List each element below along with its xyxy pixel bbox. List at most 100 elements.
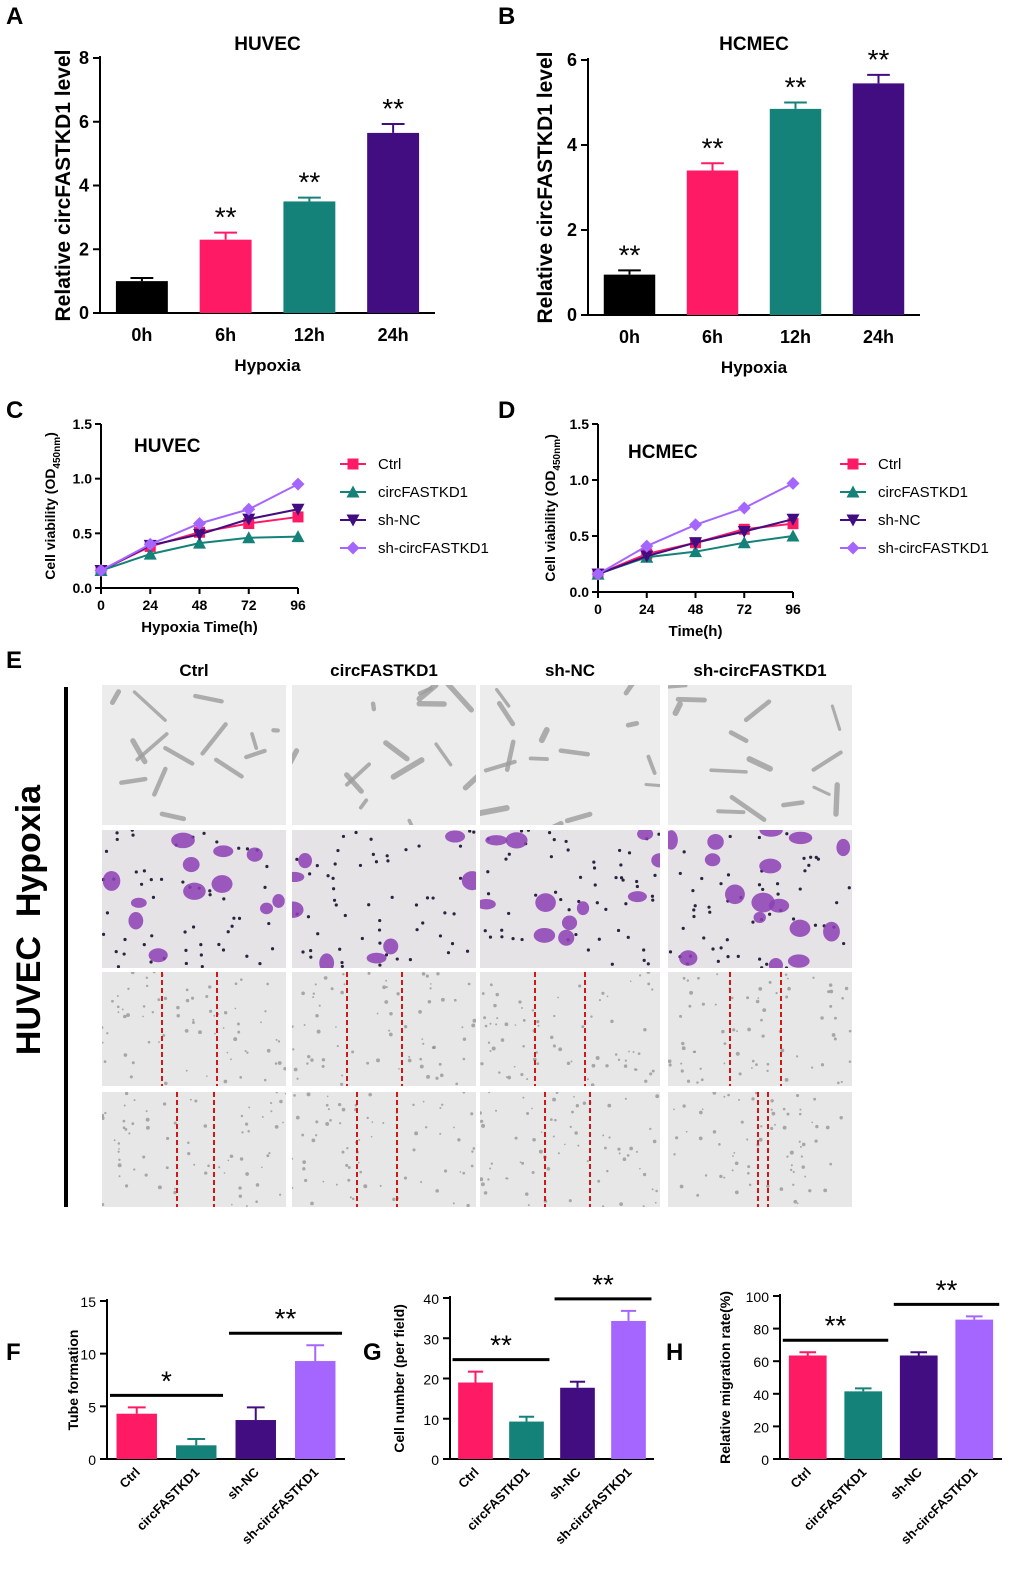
cell-speck xyxy=(751,1097,755,1101)
cell-speck xyxy=(185,988,189,992)
cell-speck xyxy=(766,1069,769,1073)
cell-speck xyxy=(214,1032,216,1035)
cell-speck xyxy=(642,1205,645,1207)
cell-speck xyxy=(440,1073,444,1078)
pore-dot xyxy=(384,953,389,957)
pore-dot xyxy=(315,864,319,868)
y-tick-label: 0.5 xyxy=(73,525,93,541)
pore-dot xyxy=(775,882,780,886)
pore-dot xyxy=(595,901,599,905)
pore-dot xyxy=(360,936,364,941)
pore-dot xyxy=(483,929,487,933)
cell-speck xyxy=(284,1092,286,1095)
cell-speck xyxy=(102,1041,104,1044)
cell-speck xyxy=(388,1032,393,1037)
cell-speck xyxy=(366,1061,370,1065)
cell-speck xyxy=(206,1075,208,1077)
pore-dot xyxy=(472,830,476,834)
cell-speck xyxy=(568,1199,572,1203)
image-background xyxy=(480,972,660,1086)
tube-network-strand xyxy=(370,701,377,712)
pore-dot xyxy=(358,863,363,868)
cell-speck xyxy=(673,1153,676,1156)
cell-speck xyxy=(686,979,690,982)
cell-speck xyxy=(484,1024,488,1028)
cell-speck xyxy=(261,1166,263,1169)
pore-dot xyxy=(642,948,646,952)
cell-speck xyxy=(466,1203,470,1207)
cell-speck xyxy=(586,1078,589,1081)
cell-speck xyxy=(205,995,209,999)
cell-speck xyxy=(422,1100,425,1103)
x-tick-label: 48 xyxy=(192,597,208,613)
tube-network-strand xyxy=(480,805,510,817)
pore-dot xyxy=(642,958,646,963)
cell-speck xyxy=(266,982,269,986)
pore-dot xyxy=(378,941,382,945)
cell-speck xyxy=(820,1063,825,1067)
comparison-label: ** xyxy=(490,1330,512,1361)
cell-speck xyxy=(157,1185,162,1190)
cell-speck xyxy=(315,1120,319,1124)
category-label: 12h xyxy=(780,327,811,347)
pore-dot xyxy=(258,962,262,966)
cell-speck xyxy=(461,1026,464,1029)
pore-dot xyxy=(798,887,802,891)
cell-speck xyxy=(426,1074,431,1079)
cell-speck xyxy=(312,996,315,999)
cell-speck xyxy=(279,1099,283,1104)
cell-speck xyxy=(424,1126,428,1129)
cell-speck xyxy=(357,1161,360,1164)
cell-speck xyxy=(531,1107,533,1110)
cell-speck xyxy=(552,1135,555,1138)
cell-speck xyxy=(124,1128,128,1131)
cell-speck xyxy=(147,1040,151,1044)
category-label: sh-NC xyxy=(887,1464,925,1502)
pore-dot xyxy=(159,877,164,881)
cell-speck xyxy=(123,1104,126,1107)
pore-dot xyxy=(199,953,203,957)
cell-speck xyxy=(714,1003,717,1006)
cell-speck xyxy=(122,1119,126,1123)
cell-speck xyxy=(255,1200,258,1203)
tube-network-strand xyxy=(672,701,683,716)
pore-dot xyxy=(716,959,720,963)
cell-speck xyxy=(176,1005,180,1010)
cell-speck xyxy=(234,1007,237,1010)
cell-speck xyxy=(306,1092,311,1097)
cell-speck xyxy=(310,1201,314,1206)
cell-speck xyxy=(784,1078,789,1082)
column-header: Ctrl xyxy=(179,661,209,680)
cell-speck xyxy=(190,996,195,1000)
cell-speck xyxy=(795,1093,800,1098)
cell-speck xyxy=(131,1061,135,1065)
cell-speck xyxy=(363,1184,368,1189)
cell-speck xyxy=(655,1189,658,1193)
series-point-sh-NC xyxy=(291,503,305,516)
category-label: 24h xyxy=(863,327,894,347)
cell-speck xyxy=(165,1166,169,1170)
cell-speck xyxy=(130,972,135,975)
pore-dot xyxy=(332,898,337,902)
migrated-cell xyxy=(272,894,285,908)
cell-speck xyxy=(213,1014,216,1017)
migrated-cell xyxy=(480,898,496,910)
pore-dot xyxy=(621,878,625,882)
cell-speck xyxy=(145,976,149,980)
legend-label: circFASTKD1 xyxy=(878,484,968,501)
pore-dot xyxy=(574,932,578,937)
bar-24h xyxy=(852,83,905,315)
cell-speck xyxy=(274,1125,279,1129)
cell-speck xyxy=(339,1122,342,1125)
cell-speck xyxy=(526,1111,530,1116)
image-background xyxy=(102,972,286,1086)
cell-speck xyxy=(731,1169,734,1172)
cell-speck xyxy=(679,1184,684,1189)
bar-0h xyxy=(603,274,656,315)
pore-dot xyxy=(547,831,552,835)
pore-dot xyxy=(208,893,212,897)
pore-dot xyxy=(374,860,379,864)
pore-dot xyxy=(807,863,811,867)
cell-speck xyxy=(746,996,750,1000)
cell-speck xyxy=(152,972,156,974)
